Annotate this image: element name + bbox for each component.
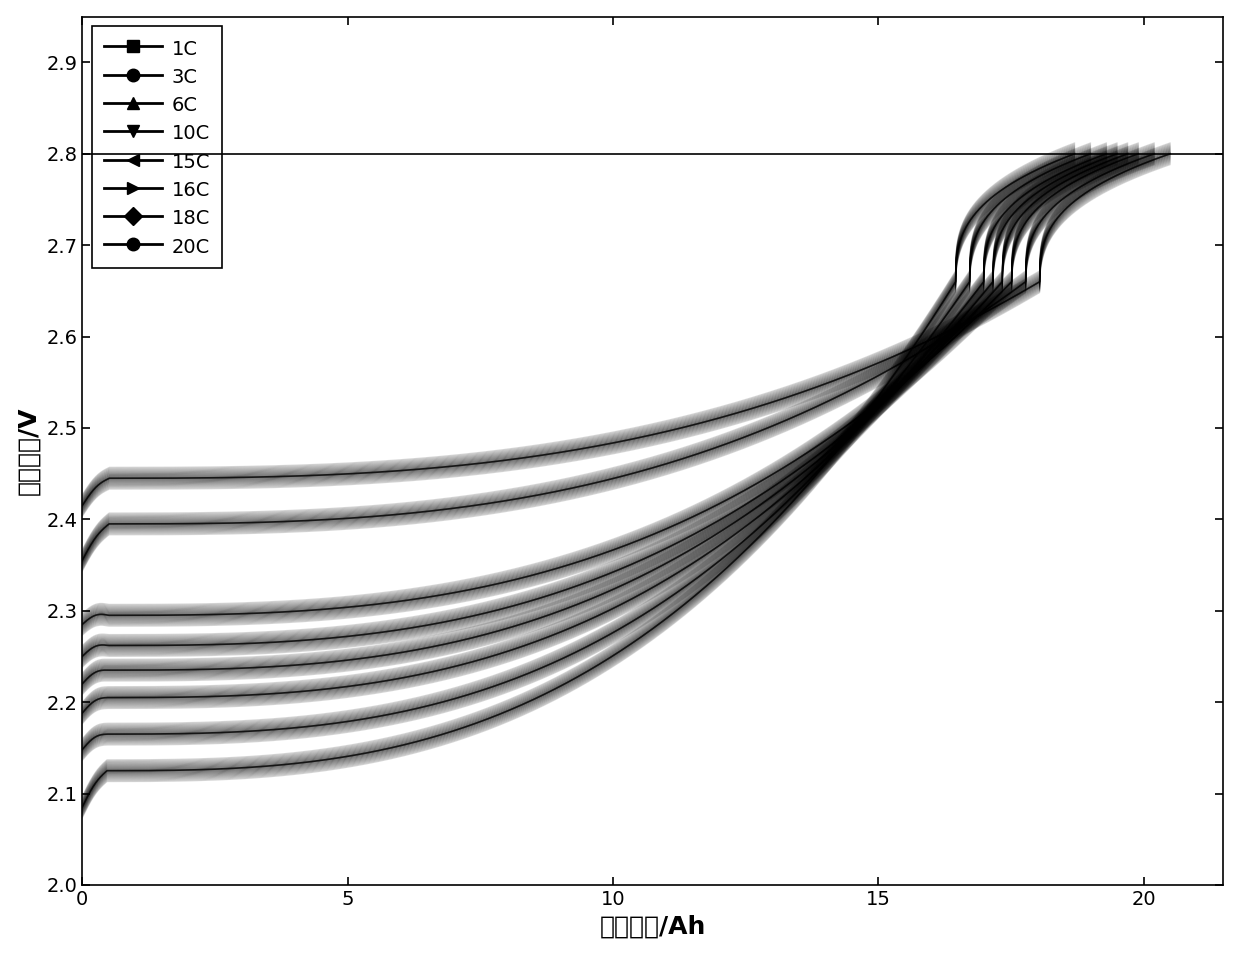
Y-axis label: 充电电压/V: 充电电压/V [16, 407, 41, 495]
Legend: 1C, 3C, 6C, 10C, 15C, 16C, 18C, 20C: 1C, 3C, 6C, 10C, 15C, 16C, 18C, 20C [92, 27, 222, 268]
X-axis label: 充电容量/Ah: 充电容量/Ah [600, 914, 706, 939]
